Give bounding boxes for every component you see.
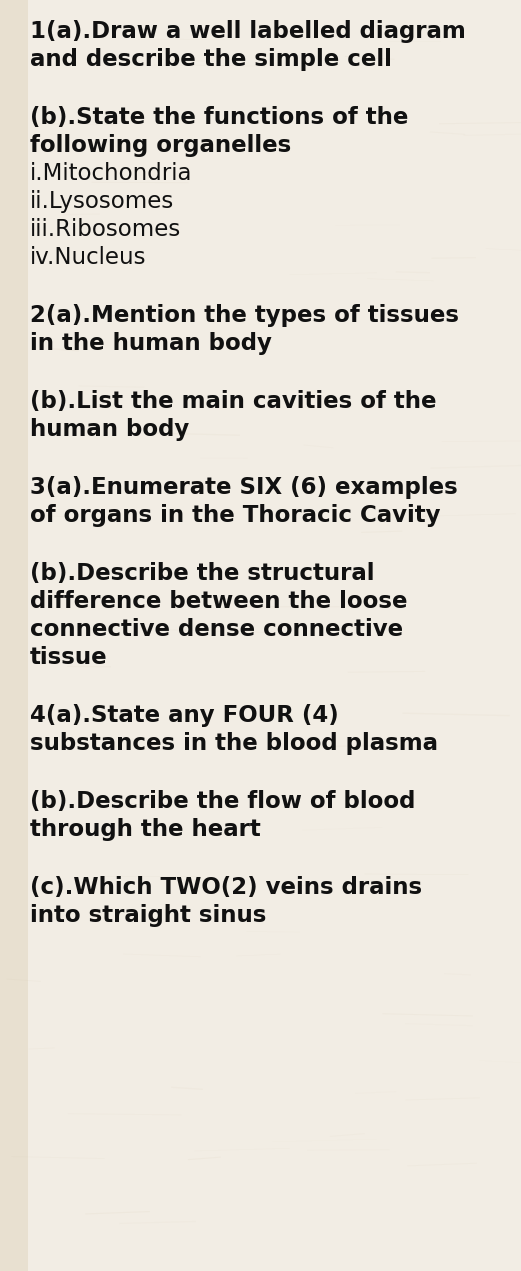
- Text: following organelles: following organelles: [30, 133, 291, 158]
- Text: (b).Describe the structural: (b).Describe the structural: [30, 562, 375, 585]
- Text: through the heart: through the heart: [30, 819, 260, 841]
- Text: of organs in the Thoracic Cavity: of organs in the Thoracic Cavity: [30, 505, 440, 527]
- Text: 2(a).Mention the types of tissues: 2(a).Mention the types of tissues: [30, 304, 459, 327]
- Text: tissue: tissue: [30, 646, 108, 669]
- Text: difference between the loose: difference between the loose: [30, 590, 407, 613]
- Text: i.Mitochondria: i.Mitochondria: [30, 161, 192, 186]
- Text: substances in the blood plasma: substances in the blood plasma: [30, 732, 438, 755]
- Text: connective dense connective: connective dense connective: [30, 618, 403, 641]
- Text: iii.Ribosomes: iii.Ribosomes: [30, 219, 181, 241]
- Text: in the human body: in the human body: [30, 332, 272, 355]
- Text: 4(a).State any FOUR (4): 4(a).State any FOUR (4): [30, 704, 339, 727]
- Text: into straight sinus: into straight sinus: [30, 904, 266, 927]
- Text: (b).List the main cavities of the: (b).List the main cavities of the: [30, 390, 437, 413]
- Text: and describe the simple cell: and describe the simple cell: [30, 48, 392, 71]
- Text: 1(a).Draw a well labelled diagram: 1(a).Draw a well labelled diagram: [30, 20, 466, 43]
- Bar: [0, 0, 28, 1271]
- Text: 3(a).Enumerate SIX (6) examples: 3(a).Enumerate SIX (6) examples: [30, 477, 458, 500]
- Text: iv.Nucleus: iv.Nucleus: [30, 247, 146, 269]
- Text: human body: human body: [30, 418, 189, 441]
- Text: (b).State the functions of the: (b).State the functions of the: [30, 105, 408, 128]
- Text: (b).Describe the flow of blood: (b).Describe the flow of blood: [30, 791, 415, 813]
- Text: ii.Lysosomes: ii.Lysosomes: [30, 189, 174, 214]
- Text: (c).Which TWO(2) veins drains: (c).Which TWO(2) veins drains: [30, 876, 422, 899]
